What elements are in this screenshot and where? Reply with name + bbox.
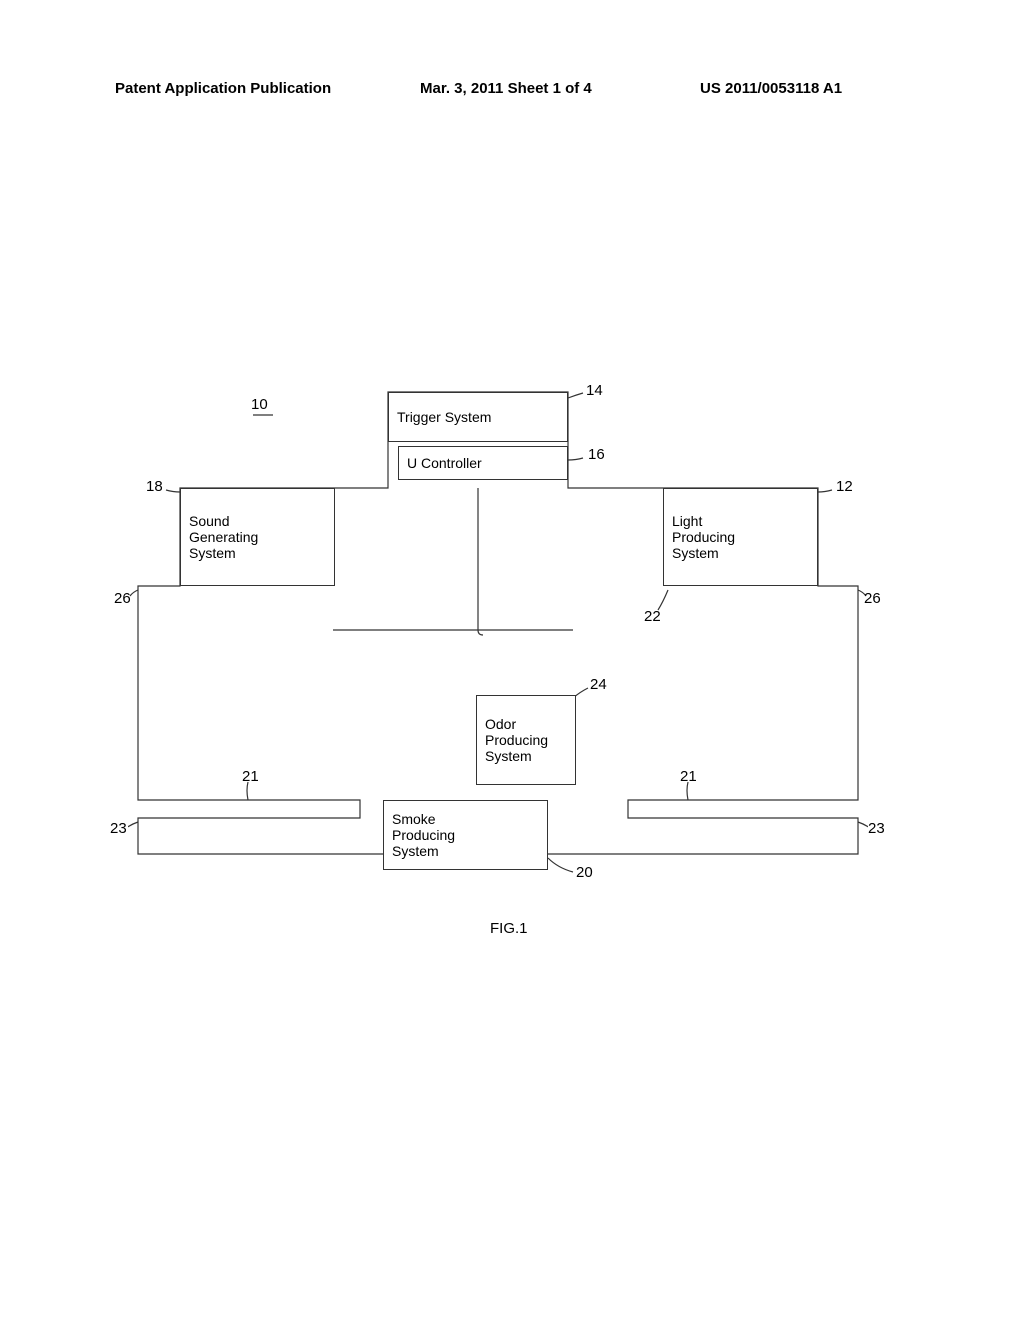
smoke-system-label: Smoke Producing System [392, 811, 455, 859]
ref-22: 22 [644, 608, 661, 625]
ref-23-right: 23 [868, 820, 885, 837]
leader-16 [568, 458, 583, 460]
ref-26-left: 26 [114, 590, 131, 607]
mid-corner-curve [478, 630, 483, 635]
odor-system-label: Odor Producing System [485, 716, 548, 764]
ref-21-right: 21 [680, 768, 697, 785]
trigger-system-box: Trigger System [388, 392, 568, 442]
ref-21-left: 21 [242, 768, 259, 785]
ref-12: 12 [836, 478, 853, 495]
u-controller-box: U Controller [398, 446, 568, 480]
leader-14 [568, 393, 583, 398]
leader-23r [858, 822, 868, 828]
sound-system-label: Sound Generating System [189, 513, 258, 561]
leader-12 [818, 490, 832, 492]
header-center: Mar. 3, 2011 Sheet 1 of 4 [420, 80, 592, 97]
leader-23l [128, 822, 138, 828]
header-left: Patent Application Publication [115, 80, 331, 97]
light-system-box: Light Producing System [663, 488, 818, 586]
ref-16: 16 [588, 446, 605, 463]
page: Patent Application Publication Mar. 3, 2… [0, 0, 1024, 1320]
ref-26-right: 26 [864, 590, 881, 607]
leader-20 [548, 858, 573, 872]
odor-system-box: Odor Producing System [476, 695, 576, 785]
ref-18: 18 [146, 478, 163, 495]
ref-14: 14 [586, 382, 603, 399]
ref-10: 10 [251, 396, 268, 413]
figure-caption: FIG.1 [490, 920, 528, 937]
sound-system-box: Sound Generating System [180, 488, 335, 586]
ref-20: 20 [576, 864, 593, 881]
leader-26l [130, 590, 138, 596]
leader-18 [166, 490, 180, 492]
ref-23-left: 23 [110, 820, 127, 837]
header-right: US 2011/0053118 A1 [700, 80, 842, 97]
trigger-system-label: Trigger System [397, 409, 491, 425]
ref-24: 24 [590, 676, 607, 693]
diagram-fig1: Trigger System U Controller Sound Genera… [128, 380, 868, 900]
u-controller-label: U Controller [407, 455, 482, 471]
leader-22 [658, 590, 668, 610]
smoke-system-box: Smoke Producing System [383, 800, 548, 870]
light-system-label: Light Producing System [672, 513, 735, 561]
